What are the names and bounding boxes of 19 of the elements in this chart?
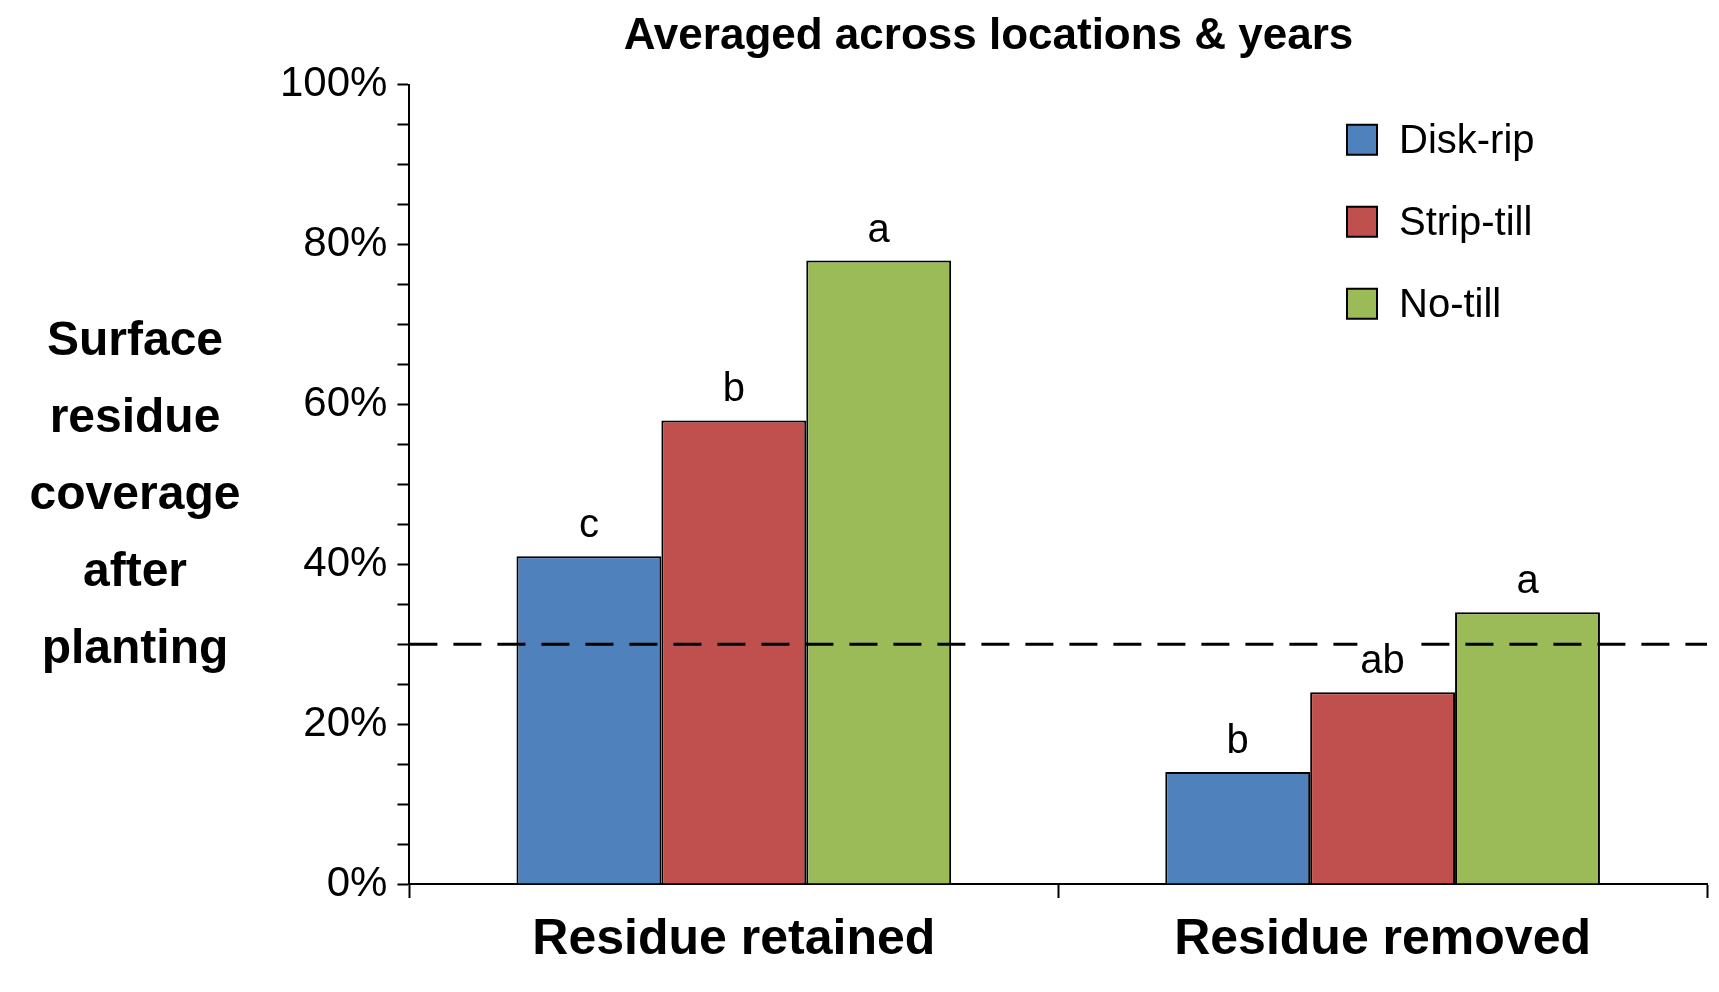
chart-title: Averaged across locations & years <box>623 8 1354 58</box>
data-label: a <box>867 205 891 250</box>
legend-label: Strip-till <box>1399 198 1533 243</box>
data-label: c <box>578 501 599 546</box>
y-axis-title: Surface residue coverage after planting <box>28 311 242 675</box>
y-tick-label: 80% <box>303 218 388 266</box>
legend-label: Disk-rip <box>1399 116 1535 161</box>
x-tick-label: Residue retained <box>532 908 936 965</box>
data-label: ab <box>1360 637 1405 682</box>
legend-label: No-till <box>1399 280 1502 325</box>
y-tick-label: 60% <box>303 378 388 426</box>
data-label: b <box>722 365 745 410</box>
x-tick-label: Residue removed <box>1174 908 1592 965</box>
y-tick-label: 40% <box>303 537 388 585</box>
data-label: a <box>1516 557 1540 602</box>
y-tick-label: 20% <box>303 697 388 745</box>
y-tick-label: 100% <box>280 58 388 106</box>
data-label: b <box>1226 717 1249 762</box>
y-tick-label: 0% <box>326 857 388 905</box>
